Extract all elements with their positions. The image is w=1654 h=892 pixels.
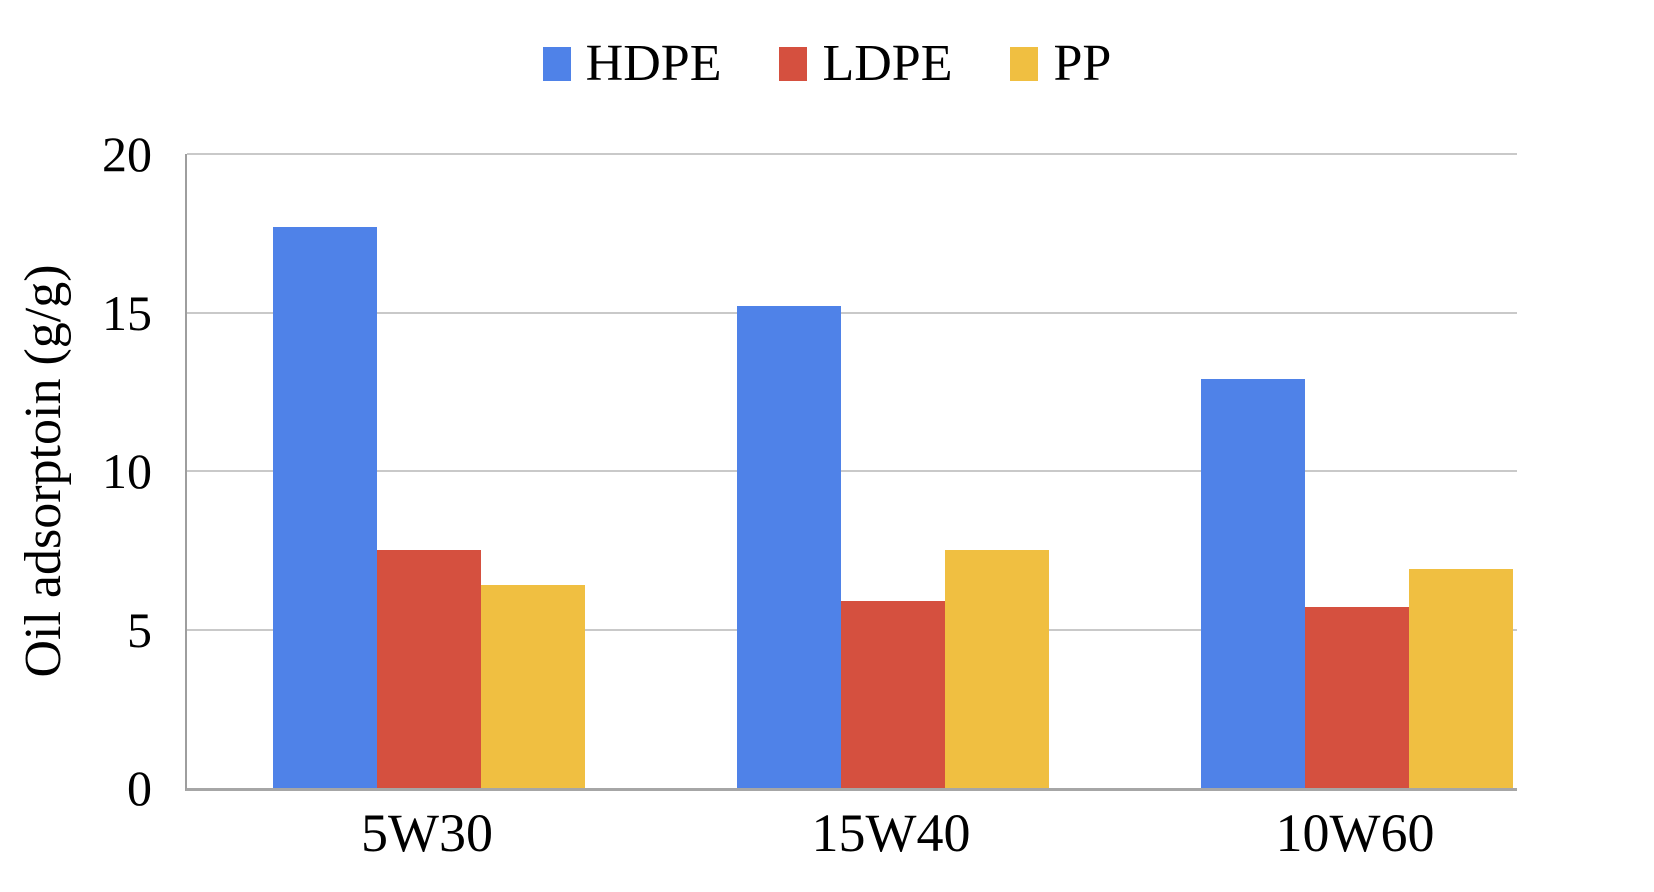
x-label-10w60: 10W60 xyxy=(1275,803,1435,863)
y-tick-label-20: 20 xyxy=(102,126,152,182)
bar-ldpe-5w30 xyxy=(377,550,481,788)
gridline-y-20 xyxy=(187,153,1517,155)
legend-swatch-pp xyxy=(1010,47,1039,81)
x-label-15w40: 15W40 xyxy=(811,803,971,863)
gridline-y-15 xyxy=(187,311,1517,314)
gridline-y-10 xyxy=(187,470,1517,472)
legend-item-ldpe: LDPE xyxy=(779,38,952,90)
legend-label-hdpe: HDPE xyxy=(585,35,722,92)
bar-hdpe-5w30 xyxy=(273,226,377,788)
bar-pp-5w30 xyxy=(481,585,585,788)
y-tick-label-5: 5 xyxy=(127,601,152,658)
bar-hdpe-10w60 xyxy=(1201,379,1305,788)
bar-ldpe-15w40 xyxy=(841,600,945,788)
bar-pp-15w40 xyxy=(945,550,1049,788)
bar-ldpe-10w60 xyxy=(1305,607,1409,788)
y-tick-label-0: 0 xyxy=(127,760,152,816)
legend-swatch-ldpe xyxy=(779,47,808,81)
plot-area xyxy=(185,153,1517,791)
bar-pp-10w60 xyxy=(1409,569,1513,788)
chart-legend: HDPE LDPE PP xyxy=(0,38,1654,90)
y-tick-label-10: 10 xyxy=(102,443,152,499)
legend-label-pp: PP xyxy=(1053,35,1112,92)
legend-swatch-hdpe xyxy=(542,47,571,81)
bar-hdpe-15w40 xyxy=(737,306,841,788)
y-tick-label-15: 15 xyxy=(102,284,152,341)
legend-item-hdpe: HDPE xyxy=(542,35,722,92)
legend-item-pp: PP xyxy=(1010,38,1111,90)
x-label-5w30: 5W30 xyxy=(361,803,493,863)
legend-label-ldpe: LDPE xyxy=(822,35,953,92)
